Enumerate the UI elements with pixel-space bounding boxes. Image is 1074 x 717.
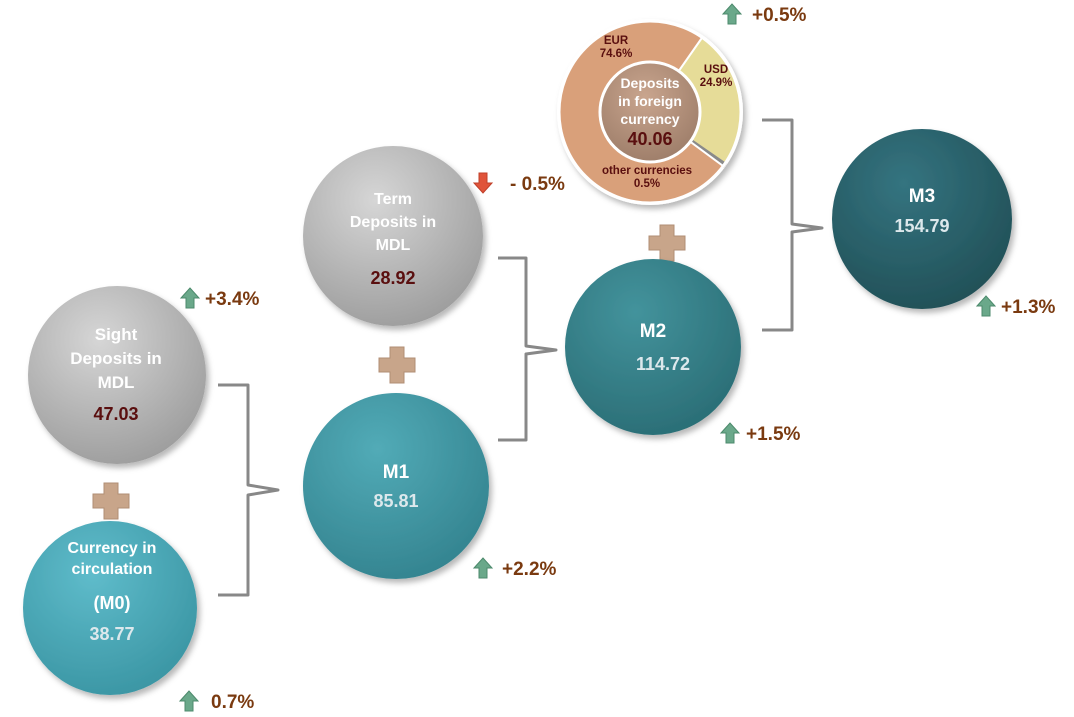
arrow-up-icon	[721, 3, 743, 25]
node-term-title-1: Term	[374, 191, 412, 208]
node-m0: Currency in circulation (M0) 38.77	[23, 521, 197, 695]
node-foreign-title-3: currency	[620, 111, 679, 127]
node-sight-title-3: MDL	[98, 373, 135, 392]
bracket-m2	[498, 256, 558, 442]
node-sight-title-1: Sight	[95, 325, 138, 344]
node-foreign-title-2: in foreign	[618, 93, 682, 109]
eur-label: EUR	[604, 35, 629, 47]
change-m0-text: 0.7%	[211, 692, 254, 713]
usd-label: USD	[704, 64, 728, 76]
node-term-title-2: Deposits in	[350, 214, 436, 231]
arrow-up-icon	[719, 422, 741, 444]
change-sight: +3.4%	[179, 287, 260, 310]
arrow-up-icon	[178, 690, 200, 712]
node-m1: M1 85.81	[303, 393, 489, 579]
plus-icon	[648, 224, 686, 262]
change-sight-text: +3.4%	[205, 289, 260, 310]
eur-share: 74.6%	[600, 48, 633, 60]
plus-icon	[378, 346, 416, 384]
node-m2-value: 114.72	[636, 354, 690, 374]
node-sight-value: 47.03	[93, 404, 138, 424]
arrow-up-icon	[472, 557, 494, 579]
node-m1-value: 85.81	[373, 491, 418, 511]
change-m2: +1.5%	[719, 422, 801, 445]
node-m0-code: (M0)	[94, 593, 131, 613]
node-term-title-3: MDL	[376, 237, 411, 254]
node-m0-title-2: circulation	[72, 561, 153, 578]
change-m1-text: +2.2%	[502, 559, 557, 580]
bracket-m1	[218, 383, 280, 597]
node-m3-title: M3	[909, 186, 935, 207]
change-m1: +2.2%	[472, 557, 557, 580]
plus-icon	[92, 482, 130, 520]
node-foreign-title-1: Deposits	[620, 75, 679, 91]
node-term-deposits: Term Deposits in MDL 28.92	[303, 146, 483, 326]
node-m0-value: 38.77	[89, 624, 134, 644]
node-m3-value: 154.79	[894, 216, 949, 236]
node-m1-title: M1	[383, 462, 410, 483]
usd-share: 24.9%	[700, 77, 733, 89]
arrow-up-icon	[179, 287, 201, 309]
change-m0: 0.7%	[178, 690, 254, 713]
other-label: other currencies	[602, 165, 692, 177]
node-m0-title-1: Currency in	[68, 540, 157, 557]
node-m2-title: M2	[640, 321, 666, 342]
change-m3: +1.3%	[975, 295, 1056, 318]
node-term-value: 28.92	[370, 268, 415, 288]
change-term: - 0.5%	[472, 172, 565, 195]
node-sight-title-2: Deposits in	[70, 349, 162, 368]
change-foreign: +0.5%	[721, 3, 807, 26]
change-foreign-text: +0.5%	[752, 5, 807, 26]
change-term-text: - 0.5%	[510, 174, 565, 195]
node-m3: M3 154.79	[832, 129, 1012, 309]
node-foreign-value: 40.06	[627, 129, 672, 149]
node-foreign-currency-deposits: Deposits in foreign currency 40.06 EUR 7…	[557, 19, 743, 205]
arrow-down-icon	[472, 172, 494, 194]
node-sight-deposits: Sight Deposits in MDL 47.03	[28, 286, 206, 464]
arrow-up-icon	[975, 295, 997, 317]
change-m2-text: +1.5%	[746, 424, 801, 445]
other-share: 0.5%	[634, 178, 660, 190]
bracket-m3	[762, 118, 824, 332]
change-m3-text: +1.3%	[1001, 297, 1056, 318]
node-m2: M2 114.72	[565, 259, 741, 435]
